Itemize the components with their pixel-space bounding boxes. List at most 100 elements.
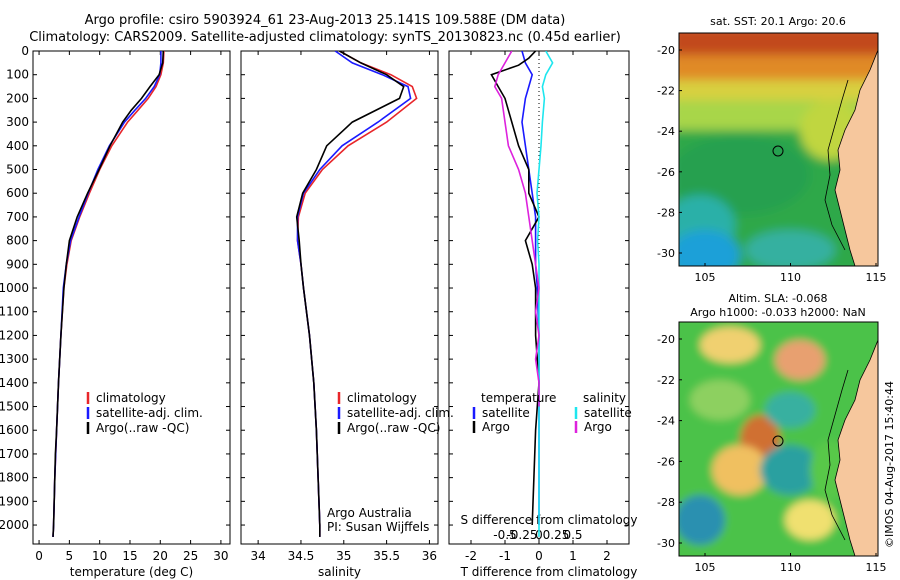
legend-label: Argo(..raw -QC)	[347, 421, 440, 435]
x-axis-label: salinity	[318, 565, 361, 579]
x-tick-label: -1	[499, 549, 511, 563]
s-tick-label: -0.25	[506, 528, 537, 542]
map-lat-tick-label: -22	[657, 85, 675, 98]
series-group	[490, 51, 554, 537]
s-tick-label: -0.5	[493, 528, 516, 542]
map-lat-tick-label: -20	[657, 44, 675, 57]
map-lat-tick-label: -30	[657, 247, 675, 260]
sla-map	[678, 321, 879, 557]
legend-label: climatology	[96, 391, 166, 405]
x-tick-label: 25	[183, 549, 198, 563]
x-axis-label: temperature (deg C)	[70, 565, 193, 579]
legend-label: satellite	[584, 406, 632, 420]
annotation-line: PI: Susan Wijffels	[327, 520, 429, 534]
credit-text: ©IMOS 04-Aug-2017 15:40:44	[883, 381, 896, 548]
legend-label: Argo	[584, 420, 612, 434]
depth-tick-label: 0	[21, 44, 29, 58]
depth-tick-label: 1500	[0, 400, 29, 414]
depth-tick-label: 2000	[0, 518, 29, 532]
legend-label: Argo	[482, 420, 510, 434]
x-tick-label: 1	[569, 549, 577, 563]
depth-tick-label: 1300	[0, 352, 29, 366]
depth-tick-label: 1800	[0, 471, 29, 485]
depth-tick-label: 1000	[0, 281, 29, 295]
map-lat-tick-label: -28	[657, 206, 675, 219]
map-lon-tick-label: 115	[866, 271, 887, 284]
s-tick-label: 0.25	[543, 528, 570, 542]
legend-header: temperature	[481, 391, 556, 405]
sst-map	[678, 32, 879, 267]
annotation-line: Argo Australia	[327, 506, 412, 520]
x-tick-label: 34.5	[288, 549, 315, 563]
x-tick-label: 34	[250, 549, 265, 563]
depth-tick-label: 800	[6, 234, 29, 248]
x-tick-label: 10	[92, 549, 107, 563]
depth-tick-label: 1400	[0, 376, 29, 390]
depth-tick-label: 1700	[0, 447, 29, 461]
series-line	[493, 51, 540, 407]
map-lat-tick-label: -20	[657, 333, 675, 346]
map-lon-tick-label: 110	[780, 271, 801, 284]
depth-tick-label: 1900	[0, 494, 29, 508]
map-lat-tick-label: -28	[657, 496, 675, 509]
legend-label: satellite-adj. clim.	[96, 406, 203, 420]
series-line	[52, 51, 165, 537]
x-tick-label: 0	[535, 549, 543, 563]
series-line	[536, 51, 554, 537]
x-tick-label: 15	[122, 549, 137, 563]
depth-tick-label: 900	[6, 257, 29, 271]
map-lon-tick-label: 110	[780, 561, 801, 574]
series-line	[295, 51, 405, 537]
depth-tick-label: 700	[6, 210, 29, 224]
depth-tick-label: 1600	[0, 423, 29, 437]
series-line	[296, 51, 418, 537]
sla-map-title-line2: Argo h1000: -0.033 h2000: NaN	[690, 306, 866, 319]
sla-map-title-line1: Altim. SLA: -0.068	[728, 292, 827, 305]
s-axis-label: S difference from climatology	[461, 513, 638, 527]
depth-tick-label: 500	[6, 163, 29, 177]
x-tick-label: 35	[336, 549, 351, 563]
x-tick-label: 2	[603, 549, 611, 563]
map-lat-tick-label: -26	[657, 455, 675, 468]
series-line	[490, 51, 540, 526]
x-tick-label: 36	[422, 549, 437, 563]
depth-tick-label: 600	[6, 186, 29, 200]
temperature-axes	[32, 50, 231, 545]
x-tick-label: -2	[465, 549, 477, 563]
series-line	[52, 51, 165, 537]
x-tick-label: 0	[35, 549, 43, 563]
series-group	[52, 51, 165, 537]
legend-header: salinity	[583, 391, 626, 405]
x-axis-label: T difference from climatology	[460, 565, 638, 579]
map-lat-tick-label: -24	[657, 415, 675, 428]
salinity-axes	[240, 50, 439, 545]
depth-tick-label: 400	[6, 139, 29, 153]
header-title-line1: Argo profile: csiro 5903924_61 23-Aug-20…	[84, 13, 566, 28]
map-lat-tick-label: -30	[657, 537, 675, 550]
map-lat-tick-label: -22	[657, 374, 675, 387]
depth-tick-label: 300	[6, 115, 29, 129]
legend-label: climatology	[347, 391, 417, 405]
series-line	[296, 51, 412, 537]
series-group	[295, 51, 418, 537]
map-lon-tick-label: 105	[695, 561, 716, 574]
legend-label: satellite-adj. clim.	[347, 406, 454, 420]
x-tick-label: 5	[66, 549, 74, 563]
s-tick-label: 0.5	[563, 528, 582, 542]
legend-label: Argo(..raw -QC)	[96, 421, 189, 435]
header-title-line2: Climatology: CARS2009. Satellite-adjuste…	[29, 30, 621, 45]
map-lat-tick-label: -24	[657, 125, 675, 138]
x-tick-label: 35.5	[373, 549, 400, 563]
depth-tick-label: 1200	[0, 328, 29, 342]
x-tick-label: 20	[153, 549, 168, 563]
series-line	[521, 51, 540, 525]
sst-map-title: sat. SST: 20.1 Argo: 20.6	[710, 15, 846, 28]
depth-tick-label: 1100	[0, 305, 29, 319]
depth-tick-label: 100	[6, 68, 29, 82]
series-line	[52, 51, 162, 537]
legend-label: satellite	[482, 406, 530, 420]
x-tick-label: 30	[213, 549, 228, 563]
map-lon-tick-label: 105	[695, 271, 716, 284]
map-lon-tick-label: 115	[866, 561, 887, 574]
